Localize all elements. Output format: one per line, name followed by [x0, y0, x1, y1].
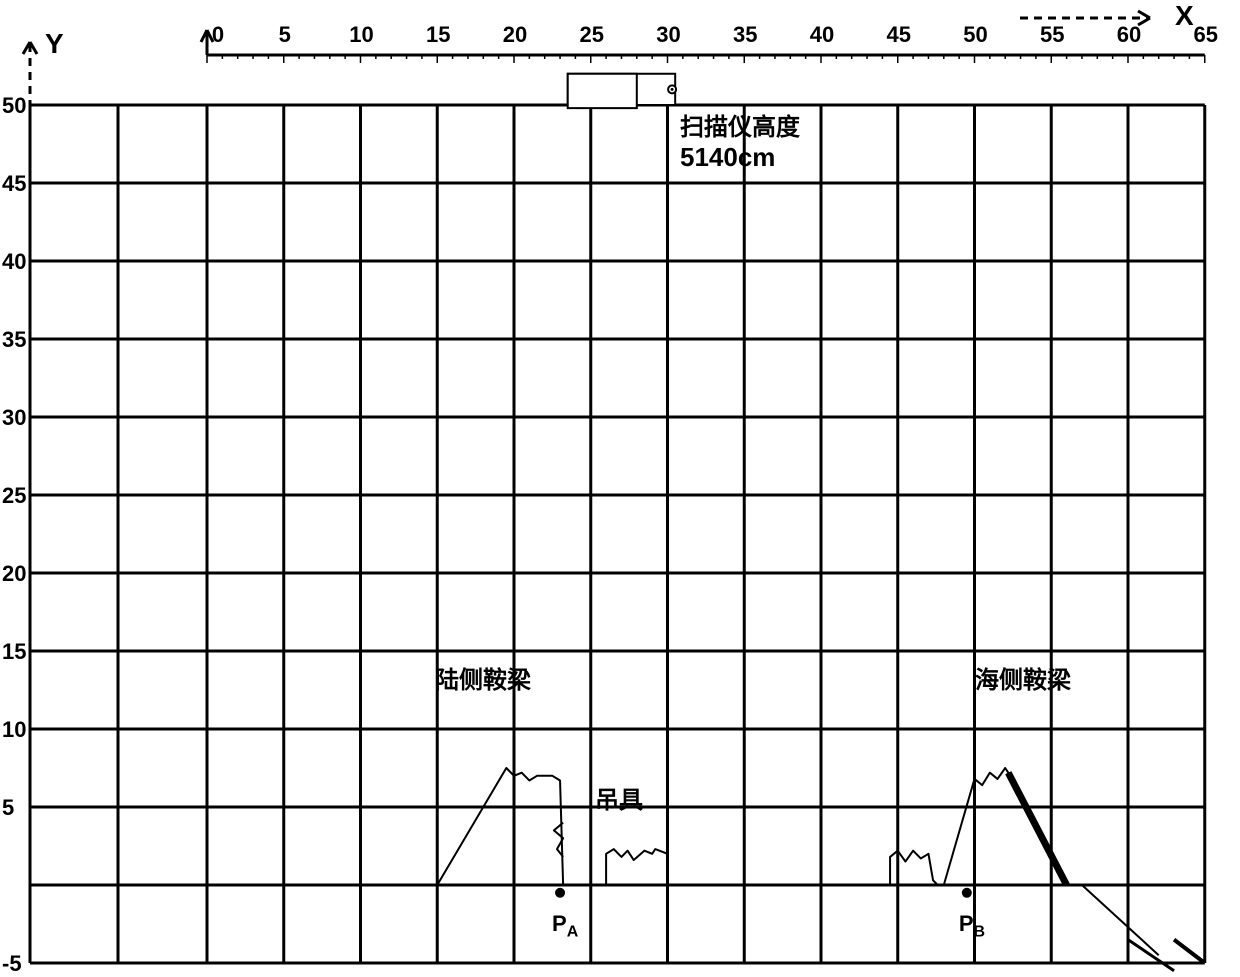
x-tick-10: 10 [347, 22, 377, 48]
scanner-height-line1: 扫描仪高度 [680, 107, 800, 142]
x-tick-15: 15 [423, 22, 453, 48]
y-tick--5: -5 [2, 951, 30, 977]
y-tick-10: 10 [2, 717, 30, 743]
x-tick-55: 55 [1037, 22, 1067, 48]
x-tick-30: 30 [654, 22, 684, 48]
x-tick-0: 0 [203, 22, 233, 48]
land-saddle-label: 陆侧鞍梁 [435, 660, 531, 695]
x-tick-5: 5 [270, 22, 300, 48]
y-tick-45: 45 [2, 171, 30, 197]
scanner-height-line2: 5140cm [680, 142, 800, 173]
y-tick-30: 30 [2, 405, 30, 431]
y-axis-label: Y [45, 28, 64, 60]
x-tick-35: 35 [730, 22, 760, 48]
chart-svg [0, 0, 1240, 972]
y-tick-35: 35 [2, 327, 30, 353]
spreader-label: 吊具 [595, 780, 643, 815]
x-tick-40: 40 [807, 22, 837, 48]
y-tick-50: 50 [2, 93, 30, 119]
y-tick-40: 40 [2, 249, 30, 275]
x-tick-25: 25 [577, 22, 607, 48]
x-tick-20: 20 [500, 22, 530, 48]
x-tick-50: 50 [961, 22, 991, 48]
scanner-height-label: 扫描仪高度 5140cm [680, 107, 800, 173]
x-tick-60: 60 [1114, 22, 1144, 48]
chart-container: X Y 扫描仪高度 5140cm 陆侧鞍梁 海侧鞍梁 吊具 PA PB 0510… [0, 0, 1240, 972]
x-tick-45: 45 [884, 22, 914, 48]
point-pb-label: PB [959, 911, 985, 941]
y-tick-20: 20 [2, 561, 30, 587]
y-tick-25: 25 [2, 483, 30, 509]
sea-saddle-label: 海侧鞍梁 [975, 660, 1071, 695]
y-tick-5: 5 [2, 795, 30, 821]
x-tick-65: 65 [1191, 22, 1221, 48]
y-tick-15: 15 [2, 639, 30, 665]
point-pa-label: PA [552, 911, 578, 941]
